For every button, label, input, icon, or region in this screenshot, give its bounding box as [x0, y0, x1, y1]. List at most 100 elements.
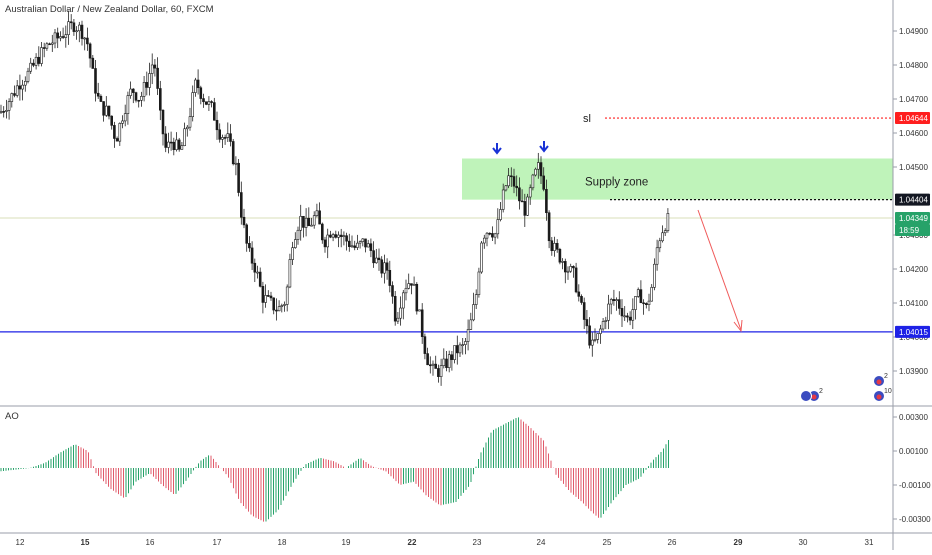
candle-body — [350, 245, 354, 248]
time-tick-label: 25 — [603, 538, 612, 547]
candle-body — [358, 241, 362, 244]
candle-body — [542, 175, 546, 190]
candle-body — [485, 232, 489, 239]
candle-body — [326, 234, 330, 248]
candle-body — [501, 189, 505, 210]
candle-body — [512, 176, 516, 187]
candle-body — [218, 129, 221, 140]
candle-body — [86, 37, 89, 45]
candle-body — [107, 105, 111, 117]
candle-body — [590, 339, 594, 346]
candle-body — [15, 85, 19, 96]
candle-body — [177, 139, 181, 150]
candle-body — [536, 162, 540, 170]
candle-body — [644, 303, 648, 305]
candle-body — [450, 354, 454, 360]
candle-body — [534, 168, 537, 176]
candle-body — [666, 213, 670, 231]
candle-body — [180, 145, 184, 150]
candle-body — [393, 296, 397, 322]
candle-body — [372, 250, 375, 264]
candle-body — [334, 234, 338, 238]
event-marker-icon[interactable]: 2 — [873, 373, 889, 387]
price-label-supply-top[interactable]: 1.04404 — [895, 193, 930, 206]
candle-body — [245, 224, 248, 244]
candle-body — [418, 309, 421, 312]
candle-body — [78, 24, 81, 32]
candle-body — [250, 247, 254, 264]
time-tick-label: 31 — [865, 538, 874, 547]
candle-body — [477, 271, 481, 295]
projection-arrow-line[interactable] — [697, 209, 742, 331]
price-label-current[interactable]: 1.04349 — [895, 212, 930, 224]
candle-body — [515, 185, 519, 189]
candle-body — [455, 345, 459, 354]
candle-body — [242, 216, 246, 226]
candle-body — [472, 304, 475, 321]
candle-body — [531, 174, 535, 189]
candle-body — [628, 316, 632, 321]
price-tick-label: 1.03900 — [899, 367, 928, 376]
price-label-countdown[interactable]: 18:59 — [895, 224, 930, 236]
candle-body — [215, 119, 219, 131]
candle-body — [258, 271, 262, 287]
candle-body — [272, 297, 276, 311]
candle-body — [129, 88, 132, 96]
price-label-support[interactable]: 1.04015 — [895, 325, 930, 338]
candle-body — [582, 302, 586, 320]
candle-body — [566, 270, 570, 273]
down-arrow-head — [492, 147, 502, 155]
candle-body — [23, 81, 27, 86]
time-tick-label: 16 — [146, 538, 155, 547]
candle-body — [32, 62, 35, 66]
candle-body — [153, 64, 157, 69]
candle-body — [121, 120, 124, 124]
candle-body — [347, 240, 351, 247]
candle-body — [304, 217, 308, 228]
candle-body — [285, 286, 289, 305]
candle-body — [615, 299, 618, 302]
candle-body — [150, 64, 154, 74]
candle-body — [480, 242, 483, 273]
candle-body — [159, 88, 162, 111]
candle-body — [439, 365, 443, 377]
candle-body — [302, 215, 305, 228]
candle-body — [140, 96, 143, 101]
ao-tick-label: -0.00300 — [899, 515, 931, 524]
candle-body — [248, 243, 251, 249]
candle-body — [320, 223, 324, 241]
candle-body — [183, 128, 186, 147]
price-tick-label: 1.04700 — [899, 95, 928, 104]
ao-tick-label: -0.00100 — [899, 481, 931, 490]
candle-body — [0, 111, 3, 113]
candle-body — [164, 133, 167, 148]
candle-body — [115, 138, 119, 142]
candle-body — [458, 344, 462, 354]
candle-body — [496, 219, 500, 235]
candle-body — [67, 21, 70, 35]
candle-body — [612, 299, 616, 302]
candle-body — [607, 303, 610, 321]
candle-body — [312, 215, 316, 226]
ao-tick-label: 0.00100 — [899, 447, 928, 456]
event-marker-icon[interactable]: 10 — [873, 388, 892, 402]
candle-body — [126, 95, 130, 114]
candle-body — [658, 240, 662, 249]
candle-body — [123, 113, 127, 122]
candle-body — [407, 283, 411, 289]
supply-zone[interactable] — [462, 158, 893, 200]
candle-body — [488, 232, 492, 235]
price-label-sl[interactable]: 1.04644 — [895, 112, 930, 125]
candle-body — [447, 354, 451, 368]
candle-body — [609, 299, 613, 305]
candle-body — [207, 101, 211, 105]
candle-body — [361, 238, 365, 242]
candle-body — [266, 295, 270, 297]
candle-body — [577, 291, 581, 297]
candle-body — [296, 229, 300, 240]
chart-title: Australian Dollar / New Zealand Dollar, … — [5, 4, 214, 15]
candle-body — [466, 329, 470, 342]
stop-loss-label: sl — [583, 113, 591, 125]
